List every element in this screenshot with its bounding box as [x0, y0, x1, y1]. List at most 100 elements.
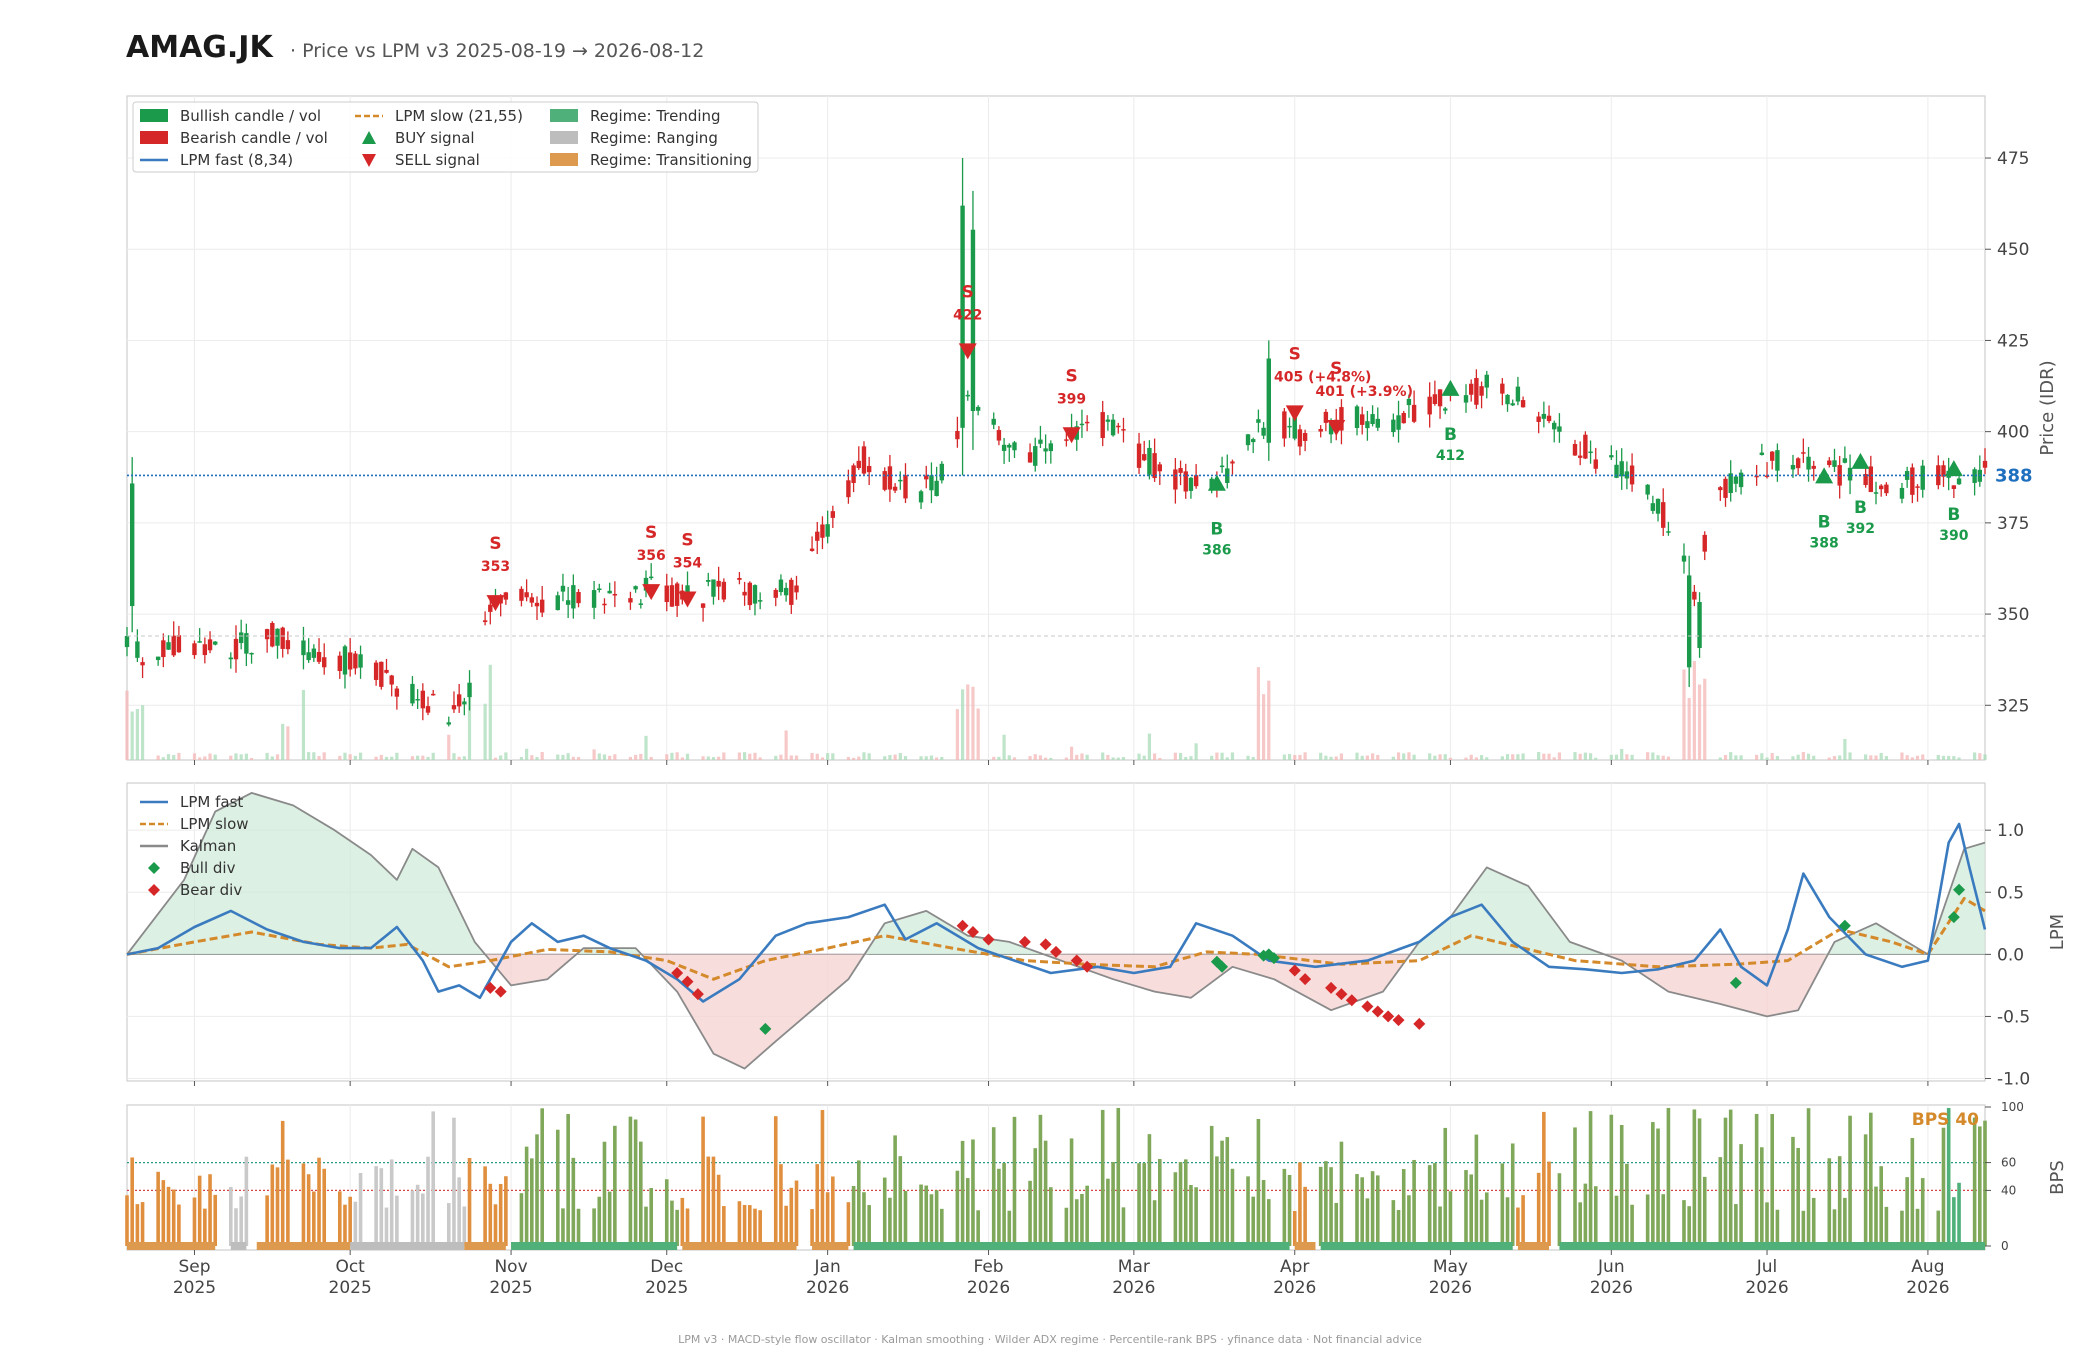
volume-bar	[1075, 754, 1079, 760]
candle-body	[322, 657, 327, 668]
candle-body	[1287, 425, 1292, 428]
volume-bar	[1791, 756, 1795, 760]
bps-bar	[1292, 1211, 1297, 1246]
candle-body	[882, 471, 887, 490]
volume-bar	[249, 757, 254, 760]
candle-body	[337, 655, 342, 672]
candle-body	[892, 486, 898, 491]
volume-bar	[1827, 757, 1831, 760]
bps-bar	[286, 1159, 290, 1246]
bps-bar	[1412, 1159, 1416, 1246]
bps-bar	[1588, 1111, 1593, 1246]
bps-bar	[1687, 1206, 1691, 1246]
volume-bar	[1256, 667, 1261, 760]
volume-bar	[649, 757, 653, 760]
volume-bar	[156, 755, 160, 760]
buy-signal-price: 386	[1202, 543, 1231, 559]
regime-strip	[127, 1242, 1985, 1250]
bull-div-marker	[759, 1022, 772, 1035]
volume-bar	[1666, 756, 1671, 760]
volume-bar	[1760, 753, 1764, 760]
volume-bar	[1864, 754, 1868, 760]
candle-body	[1339, 407, 1344, 431]
footer-note: LPM v3 · MACD-style flow oscillator · Ka…	[678, 1333, 1422, 1346]
volume-bar	[634, 754, 638, 760]
volume-bar	[1957, 757, 1961, 760]
bps-bar	[1697, 1118, 1702, 1246]
volume-bar	[1869, 755, 1873, 760]
bps-bar	[597, 1196, 602, 1246]
bps-bar	[1438, 1206, 1442, 1246]
candle-body	[742, 591, 747, 596]
bps-bar	[1178, 1162, 1183, 1246]
bps-bar	[197, 1175, 202, 1246]
volume-bar	[1319, 752, 1323, 760]
candle-body	[591, 590, 597, 608]
bps-bar	[389, 1159, 394, 1246]
candle-body	[1801, 452, 1806, 454]
bps-bar	[1080, 1194, 1084, 1246]
candle-body	[228, 657, 233, 660]
buy-signal-marker	[1441, 379, 1460, 396]
volume-bar	[1609, 754, 1613, 760]
volume-bar	[597, 753, 601, 760]
bps-bar	[1651, 1122, 1655, 1246]
candle-body	[783, 587, 789, 596]
volume-bar	[831, 753, 835, 760]
bps-bar	[929, 1194, 934, 1246]
candle-body	[456, 694, 462, 707]
candle-body	[1915, 486, 1920, 488]
volume-bar	[1329, 756, 1333, 760]
bps-bar	[1282, 1168, 1287, 1246]
buy-signal-letter: B	[1210, 520, 1223, 540]
bear-div-marker	[956, 919, 969, 932]
candle-body	[628, 598, 633, 603]
volume-bar	[1407, 752, 1411, 760]
bps-bar	[208, 1174, 212, 1246]
candle-body	[565, 600, 571, 605]
bps-bar	[613, 1125, 617, 1246]
candle-body	[1084, 421, 1090, 424]
bps-bar	[1957, 1182, 1961, 1246]
volume-bar	[815, 753, 819, 760]
candle-body	[970, 229, 976, 412]
legend-item: SELL signal	[362, 151, 480, 169]
bps-bar	[1905, 1177, 1909, 1246]
lpm-axis-label: LPM	[2047, 914, 2068, 950]
candle-body	[140, 662, 145, 666]
volume-bar	[576, 757, 581, 760]
candle-body	[1391, 419, 1396, 433]
bps-bar	[467, 1158, 472, 1246]
candle-body	[664, 585, 669, 603]
bps-bar	[1734, 1204, 1738, 1246]
candle-body	[529, 597, 535, 603]
legend-item: LPM slow	[140, 815, 249, 833]
sell-signal-marker	[958, 343, 977, 360]
bps-bar	[997, 1168, 1001, 1246]
sell-signal-price: 399	[1057, 391, 1086, 407]
candle-body	[1468, 383, 1474, 395]
volume-bar	[1755, 754, 1759, 760]
bull-div-marker	[1216, 960, 1229, 973]
bps-bar	[1505, 1197, 1510, 1246]
bps-bar	[940, 1208, 944, 1246]
volume-bar	[1952, 756, 1956, 760]
bps-bar	[301, 1163, 306, 1246]
candle-body	[306, 652, 311, 661]
candle-body	[451, 705, 457, 710]
volume-bar	[1433, 755, 1437, 760]
volume-bar	[1355, 752, 1359, 760]
candle-body	[1552, 422, 1557, 430]
lpm-tick-label: 0.5	[1997, 883, 2024, 903]
bps-bar	[1837, 1156, 1842, 1246]
candle-body	[1692, 591, 1697, 600]
bps-bar	[374, 1166, 378, 1246]
bps-bar	[1209, 1125, 1214, 1246]
x-tick-year: 2025	[173, 1278, 216, 1298]
candle-body	[1577, 455, 1583, 458]
bps-bar	[882, 1177, 887, 1246]
candle-body	[773, 589, 778, 598]
regime-segment	[853, 1242, 1290, 1250]
bps-bar	[1941, 1127, 1946, 1246]
